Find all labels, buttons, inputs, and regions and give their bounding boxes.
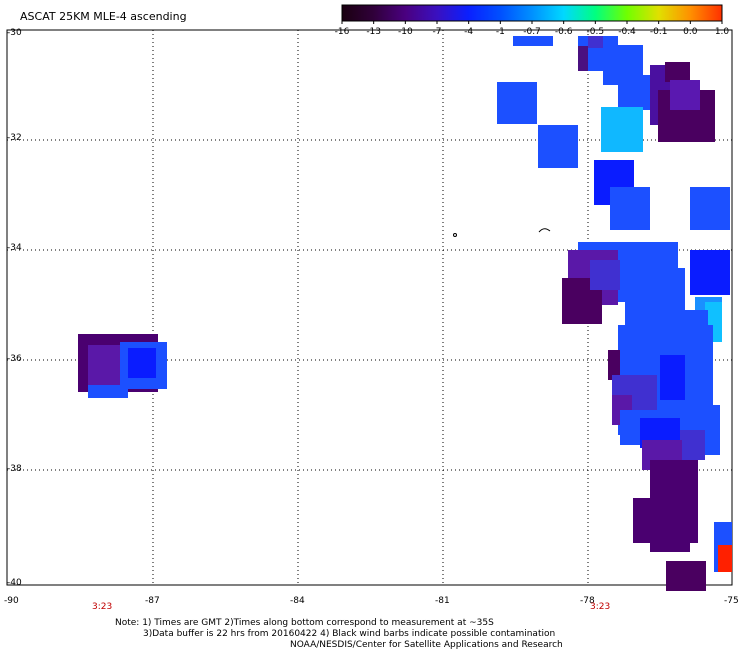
data-cell — [670, 80, 700, 110]
data-cell — [610, 187, 650, 230]
data-cell — [590, 260, 620, 290]
map-title: ASCAT 25KM MLE-4 ascending — [20, 10, 187, 23]
lon-labels: -90 -87 -84 -81 -78 -75 — [4, 596, 739, 606]
colorbar-label: -0.6 — [555, 27, 573, 37]
time-label: 3:23 — [92, 602, 112, 612]
data-cell — [618, 75, 653, 110]
data-cell — [608, 350, 620, 380]
data-cell — [690, 250, 730, 295]
lon-label: -87 — [145, 596, 160, 606]
lon-label: -81 — [435, 596, 450, 606]
data-cell — [88, 385, 128, 398]
colorbar-label: 0.0 — [683, 27, 698, 37]
data-cell — [578, 46, 588, 71]
lon-label: -90 — [4, 596, 19, 606]
time-label: 3:23 — [590, 602, 610, 612]
lat-label: -34 — [7, 243, 22, 253]
data-cell — [665, 62, 690, 82]
plot-frame — [6, 29, 733, 586]
colorbar-gradient — [341, 4, 723, 22]
wind-cells-east — [497, 36, 732, 591]
data-cell — [538, 125, 578, 168]
data-cell — [633, 498, 698, 543]
islands — [453, 228, 551, 237]
data-cell — [660, 355, 685, 400]
wind-cells-west — [78, 334, 167, 398]
colorbar-label: -13 — [366, 27, 381, 37]
island-marker — [453, 233, 457, 237]
data-cell — [588, 36, 603, 48]
lat-labels: -30 -32 -34 -36 -38 -40 — [7, 28, 22, 588]
data-cell — [680, 430, 705, 460]
data-cell — [690, 187, 730, 230]
colorbar-label: 1.0 — [715, 27, 730, 37]
note-line-3: NOAA/NESDIS/Center for Satellite Applica… — [290, 640, 563, 650]
data-cell — [718, 545, 732, 572]
colorbar-label: -7 — [433, 27, 442, 37]
colorbar-labels: -16 -13 -10 -7 -4 -1 -0.7 -0.6 -0.5 -0.4 -0.1 0.0 1.… — [335, 27, 730, 37]
colorbar-label: -0.1 — [650, 27, 668, 37]
data-cell — [513, 36, 553, 46]
colorbar-label: -0.5 — [587, 27, 605, 37]
data-cell — [601, 107, 643, 152]
data-cell — [666, 561, 706, 591]
lat-label: -36 — [7, 354, 22, 364]
colorbar-label: -1 — [496, 27, 505, 37]
data-cell — [620, 410, 640, 445]
data-cell — [650, 540, 690, 552]
note-line-1: Note: 1) Times are GMT 2)Times along bot… — [115, 618, 494, 628]
data-cell — [650, 460, 698, 505]
island-outline — [538, 228, 551, 233]
colorbar-label: -0.7 — [523, 27, 541, 37]
lat-label: -40 — [7, 578, 22, 588]
lat-label: -30 — [7, 28, 22, 38]
lon-label: -78 — [580, 596, 595, 606]
note-line-2: 3)Data buffer is 22 hrs from 20160422 4)… — [143, 629, 555, 639]
colorbar — [341, 4, 723, 24]
colorbar-label: -4 — [464, 27, 473, 37]
colorbar-label: -16 — [335, 27, 350, 37]
lat-label: -32 — [7, 133, 22, 143]
data-cell — [497, 82, 537, 124]
lon-label: -75 — [724, 596, 739, 606]
lon-label: -84 — [290, 596, 305, 606]
plot-area — [6, 29, 733, 591]
notes: Note: 1) Times are GMT 2)Times along bot… — [115, 618, 563, 650]
colorbar-label: -0.4 — [618, 27, 636, 37]
time-labels: 3:23 3:23 — [92, 602, 610, 612]
data-cell — [128, 348, 156, 378]
colorbar-label: -10 — [398, 27, 413, 37]
lat-label: -38 — [7, 464, 22, 474]
